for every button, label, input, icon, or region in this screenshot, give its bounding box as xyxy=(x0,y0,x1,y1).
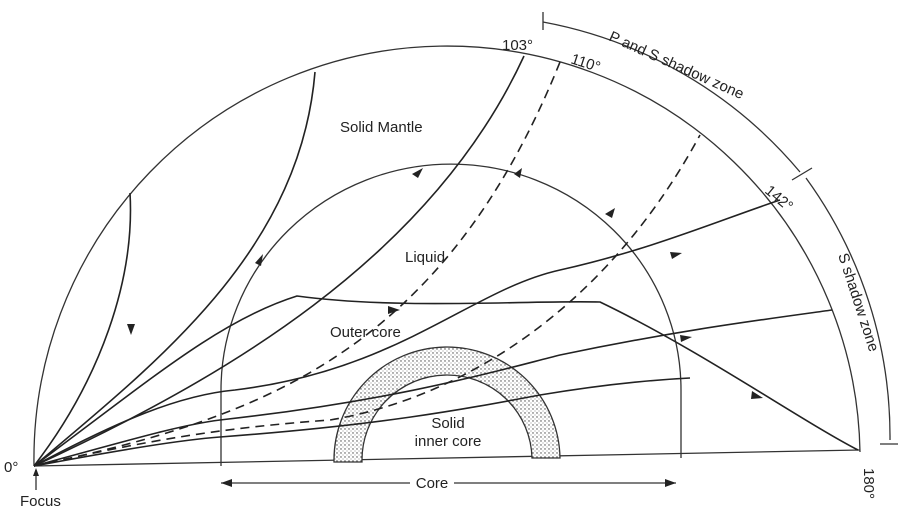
label: 142° xyxy=(761,182,796,215)
earth-structure xyxy=(33,45,861,467)
ray xyxy=(33,71,316,467)
ray xyxy=(33,192,132,467)
s-shadow-arc xyxy=(805,177,891,441)
label: 103° xyxy=(502,37,533,54)
arrow xyxy=(33,468,39,476)
ray-dashed xyxy=(33,61,561,467)
arrow xyxy=(388,306,400,314)
arrow xyxy=(255,254,263,266)
mantle-boundary xyxy=(33,45,861,467)
label: 180° xyxy=(860,468,877,499)
label-bg xyxy=(410,474,454,492)
arrow xyxy=(514,168,522,178)
arrow xyxy=(221,479,232,487)
label: Solid xyxy=(431,415,464,432)
shadow-zone-arcs xyxy=(33,12,898,490)
arrow xyxy=(605,208,615,218)
arrow xyxy=(665,479,676,487)
label: 0° xyxy=(4,459,18,476)
baseline xyxy=(33,449,861,467)
label: P and S shadow zone xyxy=(606,28,746,103)
label: Core xyxy=(416,475,449,492)
arrow xyxy=(670,252,682,259)
label: 110° xyxy=(569,51,603,76)
arrow xyxy=(127,324,135,335)
inner-core-shell xyxy=(333,346,561,463)
ray xyxy=(33,377,691,467)
label: Outer core xyxy=(330,324,401,341)
ray-dashed xyxy=(33,134,701,467)
core-boundary xyxy=(220,163,682,466)
ray xyxy=(33,295,859,467)
ps-shadow-arc xyxy=(542,21,801,173)
rays xyxy=(33,55,859,467)
ray xyxy=(33,309,833,467)
label: Focus xyxy=(20,493,61,510)
arrow xyxy=(751,391,763,399)
label: Solid Mantle xyxy=(340,119,423,136)
label: Liquid xyxy=(405,249,445,266)
tick xyxy=(791,167,813,181)
arrow xyxy=(680,335,692,342)
arrow xyxy=(412,168,423,178)
ray xyxy=(33,199,781,467)
label: inner core xyxy=(415,433,482,450)
ray xyxy=(33,55,525,467)
